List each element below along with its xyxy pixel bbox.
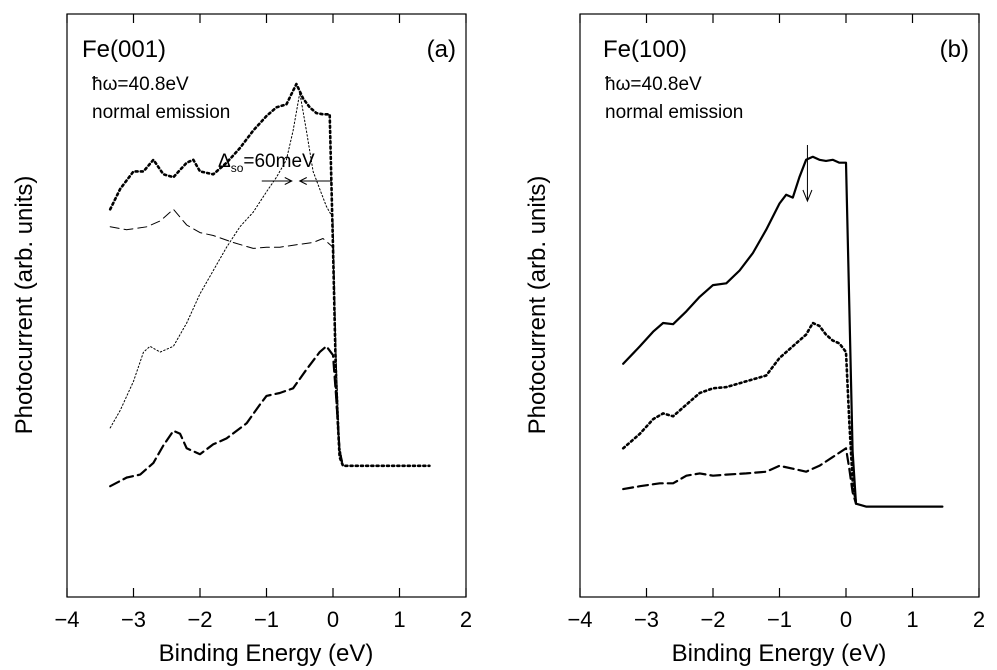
spin-orbit-annotation: Δso=60meV <box>218 151 332 185</box>
annotation-arrows <box>261 177 332 185</box>
panel-tag-b: (b) <box>940 36 969 63</box>
x-tick-label-a-1: −3 <box>121 607 146 632</box>
y-axis-label-a: Photocurrent (arb. units) <box>11 176 38 435</box>
x-ticks-b: −4 −3 −2 −1 0 1 2 <box>567 14 985 632</box>
panel-title-a: Fe(001) <box>82 36 166 63</box>
series-line-a-3 <box>109 92 344 467</box>
panel-title-b: Fe(100) <box>603 36 687 63</box>
x-tick-label-b-4: 0 <box>840 607 852 632</box>
info-line-a-2: normal emission <box>92 102 230 123</box>
series-line-b-2 <box>621 321 858 505</box>
x-tick-label-b-6: 2 <box>973 607 985 632</box>
annotation-arrow-right-head <box>298 177 307 185</box>
x-tick-label-a-0: −4 <box>54 607 79 632</box>
series-line-a-2 <box>109 208 344 467</box>
peak-arrow-head <box>802 189 813 203</box>
info-line-b-1: ħω=40.8eV <box>605 74 702 95</box>
panel-tag-a: (a) <box>427 36 456 63</box>
panel-b: −4 −3 −2 −1 0 1 2 Fe(100) (b) ħω=40.8eV normal… <box>524 13 985 667</box>
x-tick-label-a-4: 0 <box>327 607 339 632</box>
x-tick-label-a-6: 2 <box>460 607 472 632</box>
x-tick-label-b-3: −1 <box>767 607 792 632</box>
annotation-delta: Δ <box>218 151 231 172</box>
info-line-b-2: normal emission <box>605 102 743 123</box>
annotation-arrow-left-head <box>284 177 293 185</box>
series-group-b <box>621 155 944 508</box>
x-tick-label-a-5: 1 <box>393 607 405 632</box>
annotation-subscript: so <box>231 161 244 175</box>
series-line-b-1 <box>622 155 944 508</box>
panel-a: −4 −3 −2 −1 0 1 2 Fe(001) (a) ħω=40.8eV normal… <box>11 13 472 667</box>
y-axis-label-b: Photocurrent (arb. units) <box>524 176 551 435</box>
series-line-a-1 <box>108 82 431 468</box>
x-ticks-a: −4 −3 −2 −1 0 1 2 <box>54 14 472 632</box>
x-tick-label-b-5: 1 <box>906 607 918 632</box>
x-tick-label-b-1: −3 <box>634 607 659 632</box>
annotation-value: =60meV <box>243 151 315 172</box>
x-tick-label-a-2: −2 <box>187 607 212 632</box>
x-tick-label-b-2: −2 <box>700 607 725 632</box>
info-line-a-1: ħω=40.8eV <box>92 74 189 95</box>
peak-arrow <box>802 145 813 203</box>
series-line-b-3 <box>622 447 858 505</box>
x-axis-label-a: Binding Energy (eV) <box>159 640 374 667</box>
x-tick-label-a-3: −1 <box>254 607 279 632</box>
annotation-text: Δso=60meV <box>218 151 315 175</box>
x-axis-label-b: Binding Energy (eV) <box>672 640 887 667</box>
series-line-a-4 <box>109 345 345 488</box>
series-group-a <box>108 82 431 488</box>
x-tick-label-b-0: −4 <box>567 607 592 632</box>
